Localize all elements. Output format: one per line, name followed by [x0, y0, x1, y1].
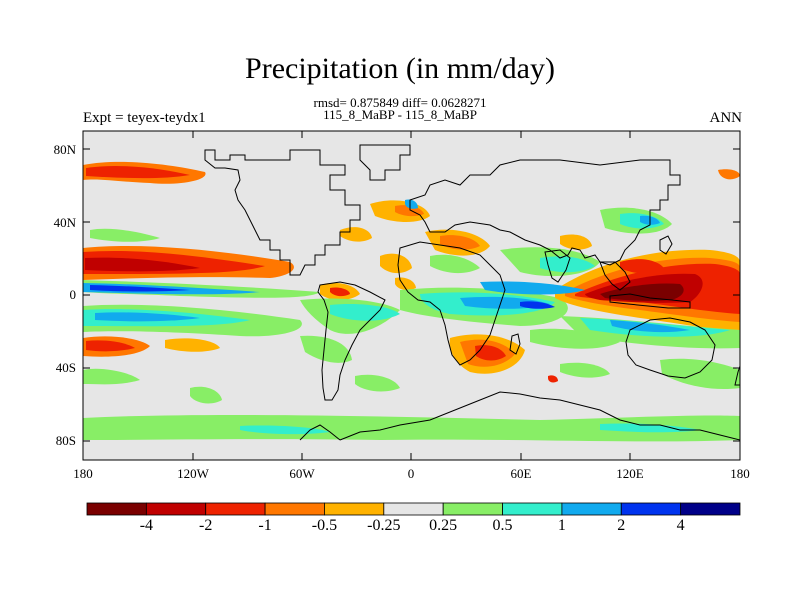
- colorbar-tick-label: 0.5: [492, 517, 513, 534]
- precip-contour: [86, 340, 135, 352]
- axis-ticks: [83, 131, 740, 460]
- precip-contour: [405, 199, 418, 209]
- precip-contour: [620, 259, 665, 274]
- lat-tick-label: 80S: [55, 433, 76, 448]
- coastline-india: [544, 249, 571, 283]
- colorbar-tick-label: 2: [617, 517, 626, 534]
- precip-contour: [86, 165, 190, 179]
- stats-line: rmsd= 0.875849 diff= 0.0628271: [313, 95, 487, 110]
- colorbar-tick-label: 1: [557, 517, 566, 534]
- precip-contour: [560, 362, 610, 378]
- colorbar-box: [383, 502, 444, 516]
- precip-contour: [355, 374, 400, 392]
- colorbar-box: [86, 502, 147, 516]
- precip-contour: [330, 287, 350, 297]
- colorbar-tick-label: -0.5: [311, 517, 338, 534]
- coastline-europe-asia: [409, 159, 681, 266]
- coastline-greenland: [359, 144, 411, 181]
- lat-tick-label: 40S: [55, 360, 76, 375]
- lat-tick-label: 0: [69, 287, 77, 302]
- colorbar-box: [205, 502, 266, 516]
- lon-tick-label: 120W: [177, 466, 209, 481]
- precip-contour: [165, 338, 220, 352]
- cases-line: 115_8_MaBP - 115_8_MaBP: [323, 107, 477, 122]
- precip-contour: [380, 253, 412, 274]
- colorbar-box: [620, 502, 682, 516]
- colorbar-box: [502, 502, 563, 516]
- precip-contour: [340, 227, 372, 242]
- precip-contour: [300, 335, 352, 363]
- colorbar: [86, 502, 741, 516]
- coastline-australia: [625, 317, 716, 379]
- precip-contour: [475, 345, 506, 361]
- colorbar-tick-label: 4: [676, 517, 685, 534]
- coastline-antarctica-peninsula: [299, 424, 341, 441]
- colorbar-box: [561, 502, 622, 516]
- colorbar-box: [680, 502, 741, 516]
- precip-contour: [548, 375, 558, 383]
- colorbar-tick-label: -2: [199, 517, 213, 534]
- precip-contour: [95, 312, 200, 322]
- lat-tick-label: 40N: [53, 215, 76, 230]
- coastline-south-america: [317, 281, 386, 401]
- precip-contour: [83, 414, 740, 442]
- precip-contour: [520, 301, 555, 309]
- lon-tick-label: 60E: [510, 466, 532, 481]
- precip-field: [83, 131, 740, 460]
- season-label: ANN: [709, 110, 743, 126]
- precip-contour: [85, 257, 200, 272]
- precip-contour: [610, 320, 690, 333]
- coastline-japan: [659, 235, 673, 255]
- precip-contour: [600, 283, 684, 301]
- precip-contour: [430, 254, 480, 274]
- colorbar-box: [264, 502, 325, 516]
- coastline-madagascar: [509, 333, 521, 355]
- experiment-label: Expt = teyex-teydx1: [83, 110, 206, 126]
- precip-contour: [330, 304, 400, 321]
- colorbar-tick-label: -4: [139, 517, 154, 534]
- plot-title: Precipitation (in mm/day): [245, 52, 555, 85]
- precip-contour: [600, 423, 700, 433]
- precip-contour: [660, 358, 740, 390]
- lon-tick-label: 60W: [289, 466, 315, 481]
- precip-contour: [83, 368, 140, 385]
- precip-contour: [530, 328, 620, 349]
- precip-contour: [480, 281, 585, 295]
- precip-contour: [90, 228, 160, 242]
- colorbar-box: [442, 502, 503, 516]
- coastline-antarctica: [339, 391, 740, 441]
- colorbar-tick-label: 0.25: [429, 517, 458, 534]
- lon-tick-label: 180: [730, 466, 750, 481]
- colorbar-tick-label: -0.25: [367, 517, 401, 534]
- coastlines: [204, 144, 740, 441]
- precip-contour: [718, 169, 740, 180]
- coastline-southeast-asia: [599, 261, 631, 291]
- lon-tick-label: 0: [407, 466, 415, 481]
- precip-contour: [560, 234, 592, 250]
- lon-tick-label: 180: [73, 466, 93, 481]
- colorbar-tick-label: -1: [258, 517, 272, 534]
- colorbar-box: [145, 502, 207, 516]
- coastline-africa: [397, 241, 506, 366]
- precip-contour: [190, 386, 222, 404]
- colorbar-box: [324, 502, 385, 516]
- lat-tick-label: 80N: [53, 142, 76, 157]
- lon-tick-label: 120E: [616, 466, 644, 481]
- precip-contour: [83, 283, 260, 295]
- coastline-indonesia: [609, 293, 691, 309]
- coastline-north-america: [204, 149, 361, 276]
- precip-contour: [90, 285, 190, 292]
